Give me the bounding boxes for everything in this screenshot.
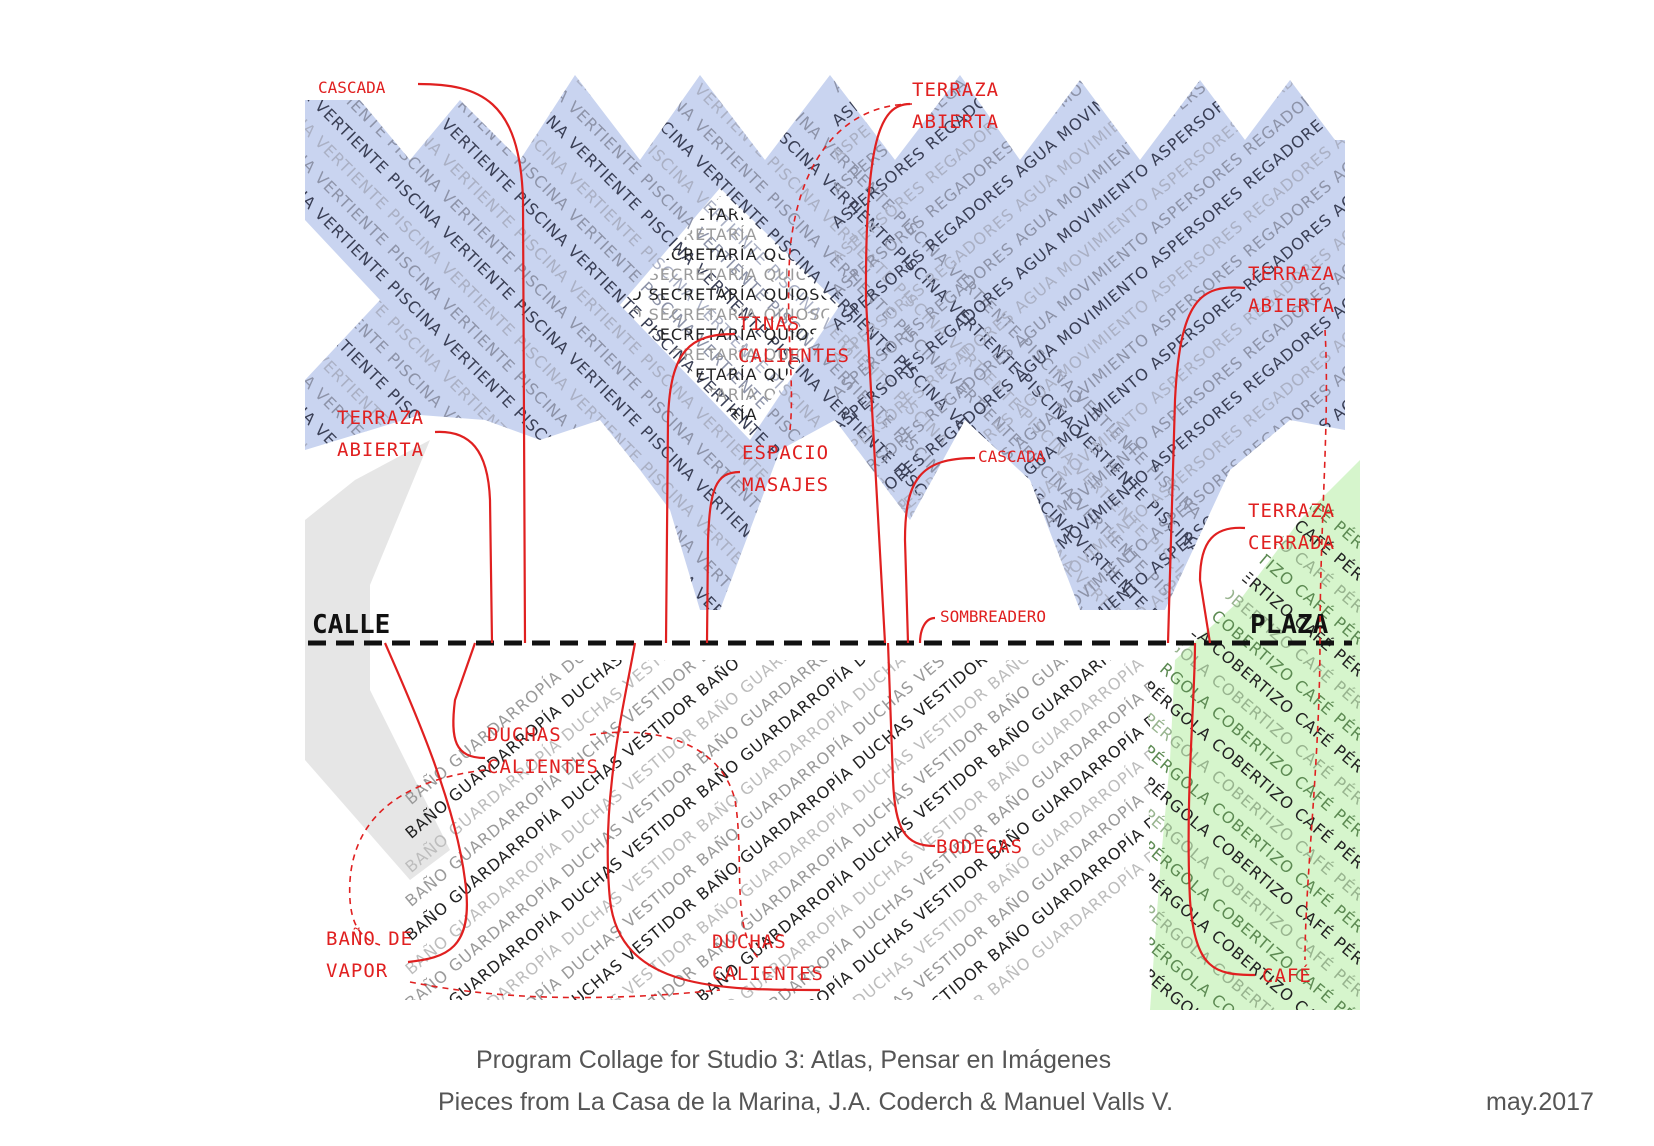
leader-cascada-mid: [903, 456, 976, 644]
leader-espacio: [705, 470, 741, 644]
label-duchas-left-2: CALIENTES: [487, 756, 599, 778]
leader-bano: [383, 642, 468, 964]
leader-terraza-cerrada: [1198, 526, 1246, 644]
label-bano-2: VAPOR: [326, 960, 388, 982]
label-tinas-1: TINAS: [738, 313, 800, 335]
leader-sombreadero: [918, 616, 936, 644]
annotation-labels: CASCADA TERRAZA ABIERTA TINAS CALIENTES …: [318, 78, 1335, 987]
label-terraza-top-1: TERRAZA: [912, 79, 999, 101]
pool-zone: [305, 75, 1345, 610]
kiosk-word-row: QUIOSCO SECRETARÍA QUIOSCO SECRETARÍA QU…: [560, 285, 1654, 304]
water-word-row: ASPERSORES REGADORES AGUA MOVIMIENTO ASP…: [828, 0, 1654, 28]
label-duchas-bottom-2: CALIENTES: [712, 963, 824, 985]
caption-date: may.2017: [1486, 1088, 1594, 1116]
label-bodegas: BODEGAS: [936, 836, 1023, 858]
leader-terraza-top: [864, 102, 911, 644]
kiosk-word-row: QUIOSCO SECRETARÍA QUIOSCO SECRETARÍA QU…: [560, 305, 1654, 324]
leader-duchas-bottom: [606, 642, 821, 992]
label-cascada-mid: CASCADA: [978, 447, 1046, 466]
leader-tinas: [664, 332, 736, 644]
plaza-label: PLAZA: [1250, 610, 1329, 640]
leader-terraza-right: [1166, 286, 1246, 644]
street-gray-shape: [305, 440, 450, 880]
label-terraza-top-2: ABIERTA: [912, 111, 999, 133]
leader-bodegas: [886, 642, 936, 848]
calle-label: CALLE: [312, 610, 390, 640]
label-bano-1: BAÑO DE: [326, 927, 413, 950]
label-terraza-right-2: ABIERTA: [1248, 295, 1335, 317]
annotation-dashed-lines: [348, 103, 1328, 999]
kiosk-word-row: QUIOSCO SECRETARÍA QUIOSCO SECRETARÍA QU…: [560, 265, 1654, 284]
label-cafe: CAFÉ: [1262, 964, 1312, 987]
label-terraza-left-2: ABIERTA: [337, 439, 424, 461]
kiosk-zone: [620, 188, 840, 440]
label-terraza-left-1: TERRAZA: [337, 407, 424, 429]
label-espacio-2: MASAJES: [742, 474, 829, 496]
label-duchas-left-1: DUCHAS: [487, 724, 562, 746]
caption-subtitle: Pieces from La Casa de la Marina, J.A. C…: [438, 1088, 1174, 1116]
label-sombreadero: SOMBREADERO: [940, 607, 1046, 626]
water-word-row: ASPERSORES REGADORES AGUA MOVIMIENTO ASP…: [828, 0, 1654, 62]
leader-cascada-top: [417, 82, 527, 644]
leader-cafe: [1187, 642, 1256, 977]
label-terraza-cerrada-2: CERRADA: [1248, 532, 1335, 554]
plaza-green-shape: [1150, 460, 1360, 1010]
label-espacio-1: ESPACIO: [742, 442, 829, 464]
label-terraza-cerrada-1: TERRAZA: [1248, 500, 1335, 522]
annotation-lines: [383, 82, 1256, 992]
label-duchas-bottom-1: DUCHAS: [712, 931, 787, 953]
leader-terraza-left: [434, 430, 494, 644]
label-tinas-2: CALIENTES: [738, 345, 850, 367]
leader-duchas-left: [452, 642, 486, 760]
label-terraza-right-1: TERRAZA: [1248, 263, 1335, 285]
label-cascada-top: CASCADA: [318, 78, 386, 97]
caption-title: Program Collage for Studio 3: Atlas, Pen…: [476, 1046, 1112, 1074]
